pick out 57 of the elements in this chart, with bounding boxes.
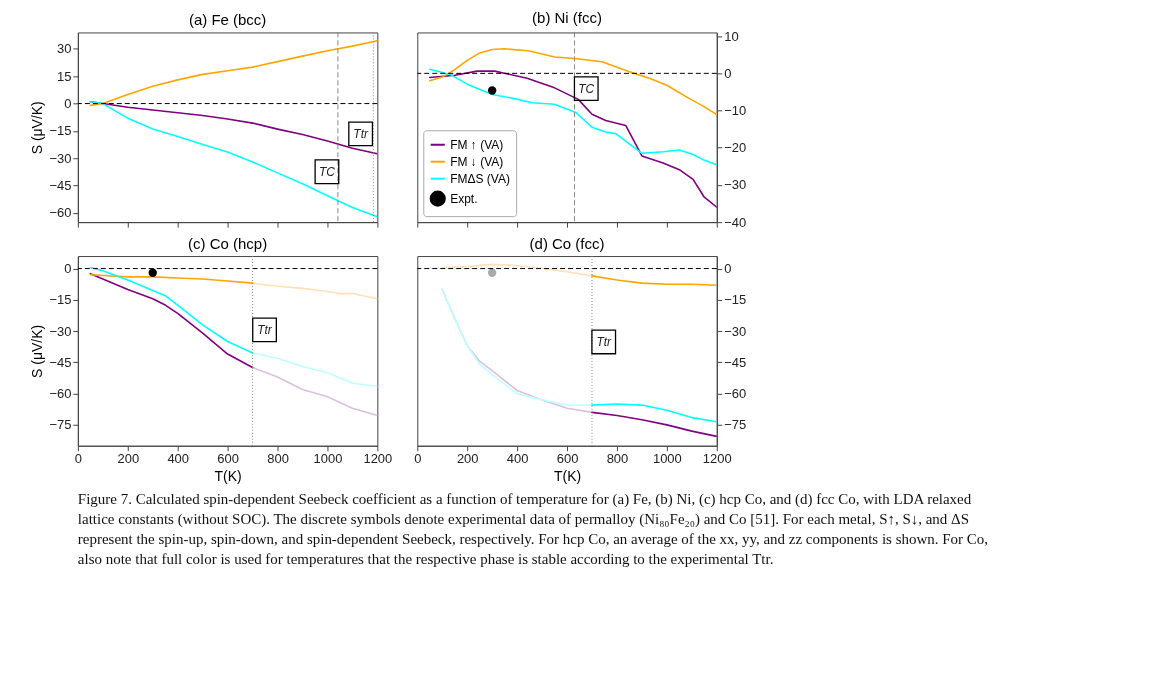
y-tick-label: 30 <box>56 41 72 57</box>
y-tick-label: −30 <box>724 177 747 193</box>
annotation: Ttr <box>353 126 369 141</box>
y-tick-label: 0 <box>724 261 732 277</box>
x-tick-label: 0 <box>414 451 422 467</box>
y-tick-label: −75 <box>724 417 747 433</box>
legend-label: FMΔS (VA) <box>450 171 510 186</box>
caption: Figure 7. Calculated spin-dependent Seebeck coefficient as a function of temperature for (a) Fe, (b) Ni, (c) hcp Co, and (d) fcc Co, with LDA relaxed lattice constants (without SOC). The discrete symbols denote experimental data of permalloy (Ni₈₀Fe₂₀) and Co [51]. For each metal, S↑, S↓, and ΔS represent the spin-up, spin-down, and spin-dependent Seebeck, respectively. For hcp Co, an average of the xx, yy, and zz components is shown. For Co, also note that full color is used for temperatures that the respective phase is stable according to the experimental Ttr. <box>77 490 988 567</box>
x-tick-label: 400 <box>506 451 529 467</box>
x-tick-label: 1200 <box>363 451 393 467</box>
y-tick-label: −45 <box>49 354 72 370</box>
y-tick-label: 0 <box>724 65 732 81</box>
annotation: Ttr <box>596 334 613 349</box>
x-tick-label: 200 <box>117 451 140 467</box>
x-tick-label: 400 <box>167 451 190 467</box>
legend-label: Expt. <box>450 191 478 206</box>
y-tick-label: 0 <box>64 261 72 277</box>
y-tick-label: 0 <box>64 96 72 112</box>
annotation: Ttr <box>257 322 273 337</box>
x-tick-label: 800 <box>267 451 289 467</box>
y-tick-label: −40 <box>724 214 747 230</box>
x-tick-label: 600 <box>556 451 579 467</box>
y-axis-title: S (μV/K) <box>29 101 46 155</box>
y-tick-label: 15 <box>56 68 72 84</box>
x-tick-label: 600 <box>217 451 239 467</box>
x-tick-label: 200 <box>456 451 479 467</box>
y-tick-label: −60 <box>49 386 72 402</box>
x-tick-label: 0 <box>74 451 82 467</box>
y-axis-title: S (μV/K) <box>29 324 46 378</box>
x-axis-title: T(K) <box>553 468 582 485</box>
y-tick-label: 10 <box>724 28 739 44</box>
legend-label: FM ↓ (VA) <box>450 154 504 169</box>
y-tick-label: −30 <box>49 323 72 339</box>
legend-label: FM ↑ (VA) <box>450 137 504 152</box>
chart-title: (c) Co (hcp) <box>188 234 268 252</box>
chart-title: (b) Ni (fcc) <box>532 9 602 27</box>
y-tick-label: −45 <box>49 178 72 194</box>
y-tick-label: −60 <box>724 386 747 402</box>
y-tick-label: −15 <box>724 292 747 308</box>
y-tick-label: −30 <box>49 150 72 166</box>
y-tick-label: −75 <box>49 417 72 433</box>
x-axis-title: T(K) <box>214 468 242 485</box>
chart-title: (d) Co (fcc) <box>529 234 605 252</box>
y-tick-label: −60 <box>49 205 72 221</box>
y-tick-label: −15 <box>49 123 72 139</box>
y-tick-label: −45 <box>724 354 747 370</box>
x-tick-label: 1200 <box>702 451 732 467</box>
x-tick-label: 1000 <box>313 451 343 467</box>
y-tick-label: −15 <box>49 292 72 308</box>
annotation: TC <box>578 81 595 96</box>
y-tick-label: −30 <box>724 323 747 339</box>
y-tick-label: −20 <box>724 140 747 156</box>
annotation: TC <box>318 164 336 179</box>
x-tick-label: 800 <box>606 451 629 467</box>
x-tick-label: 1000 <box>652 451 682 467</box>
y-tick-label: −10 <box>724 103 747 119</box>
chart-title: (a) Fe (bcc) <box>188 10 267 28</box>
